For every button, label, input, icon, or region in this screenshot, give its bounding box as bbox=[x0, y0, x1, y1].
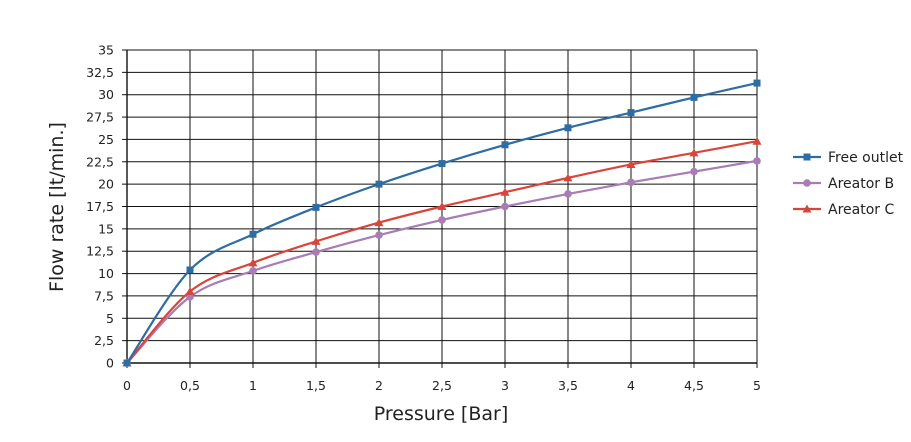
data-point bbox=[186, 266, 194, 274]
data-point bbox=[690, 93, 698, 101]
legend: Free outlet Areator B Areator C bbox=[793, 150, 904, 218]
x-tick-label: 1 bbox=[249, 378, 257, 393]
y-tick-label: 5 bbox=[106, 311, 114, 326]
x-tick-labels: 0 0,5 1 1,5 2 2,5 3 3,5 4 4,5 5 bbox=[123, 378, 761, 393]
legend-label: Free outlet bbox=[828, 150, 904, 166]
x-tick-label: 1,5 bbox=[306, 378, 326, 393]
legend-item: Areator B bbox=[793, 176, 894, 192]
legend-label: Areator B bbox=[828, 176, 894, 192]
data-point bbox=[501, 141, 509, 149]
data-point bbox=[627, 178, 635, 187]
series-group bbox=[122, 79, 762, 367]
data-point bbox=[753, 79, 761, 87]
data-point bbox=[249, 267, 257, 275]
y-tick-label: 17,5 bbox=[86, 199, 114, 214]
data-point bbox=[438, 216, 446, 224]
y-tick-label: 0 bbox=[106, 356, 114, 371]
data-point bbox=[375, 180, 383, 188]
legend-marker bbox=[802, 204, 812, 213]
x-tick-label: 4,5 bbox=[684, 378, 704, 393]
legend-item: Free outlet bbox=[793, 150, 904, 166]
y-tick-label: 35 bbox=[98, 43, 114, 58]
legend-item: Areator C bbox=[793, 202, 894, 218]
legend-marker bbox=[803, 179, 811, 187]
data-point bbox=[690, 167, 698, 176]
x-tick-label: 2,5 bbox=[432, 378, 452, 393]
data-point bbox=[249, 230, 257, 238]
data-point bbox=[501, 202, 509, 211]
data-point bbox=[563, 173, 573, 182]
x-tick-label: 3 bbox=[501, 378, 509, 393]
y-tick-label: 10 bbox=[98, 266, 114, 281]
y-tick-labels: 0 2,5 5 7,5 10 12,5 15 17,5 20 22,5 25 27,5 30 32,5 35 bbox=[86, 43, 114, 371]
data-point bbox=[500, 187, 510, 196]
y-tick-label: 30 bbox=[98, 87, 114, 102]
y-axis-title: Flow rate [lt/min.] bbox=[46, 122, 68, 292]
series-free-outlet bbox=[123, 79, 761, 367]
x-tick-label: 2 bbox=[375, 378, 383, 393]
data-point bbox=[626, 159, 636, 168]
y-tick-label: 27,5 bbox=[86, 110, 114, 125]
data-point bbox=[437, 202, 447, 210]
data-point bbox=[374, 218, 384, 227]
x-tick-label: 0,5 bbox=[180, 378, 200, 393]
x-tick-label: 3,5 bbox=[558, 378, 578, 393]
y-tick-label: 12,5 bbox=[86, 244, 114, 259]
x-tick-label: 0 bbox=[123, 378, 131, 393]
x-tick-label: 5 bbox=[753, 378, 761, 393]
data-point bbox=[753, 157, 761, 165]
y-tick-label: 20 bbox=[98, 177, 114, 192]
data-point bbox=[438, 160, 446, 168]
y-tick-label: 25 bbox=[98, 132, 114, 147]
data-point bbox=[311, 236, 321, 245]
data-point bbox=[248, 258, 258, 267]
data-point bbox=[375, 231, 383, 239]
legend-label: Areator C bbox=[828, 202, 894, 218]
data-point bbox=[312, 203, 320, 211]
y-tick-label: 22,5 bbox=[86, 154, 114, 169]
data-point bbox=[689, 148, 699, 157]
data-point bbox=[564, 124, 572, 132]
data-point bbox=[564, 190, 572, 198]
y-tick-label: 32,5 bbox=[86, 65, 114, 80]
data-point bbox=[312, 248, 320, 256]
x-tick-label: 4 bbox=[627, 378, 635, 393]
legend-marker bbox=[803, 153, 811, 161]
y-tick-label: 15 bbox=[98, 221, 114, 236]
y-tick-label: 2,5 bbox=[94, 333, 114, 348]
x-axis-title: Pressure [Bar] bbox=[374, 403, 508, 425]
data-point bbox=[185, 286, 195, 295]
data-point bbox=[627, 109, 635, 117]
y-tick-label: 7,5 bbox=[94, 288, 114, 303]
data-point bbox=[752, 136, 762, 145]
data-point bbox=[123, 359, 131, 367]
